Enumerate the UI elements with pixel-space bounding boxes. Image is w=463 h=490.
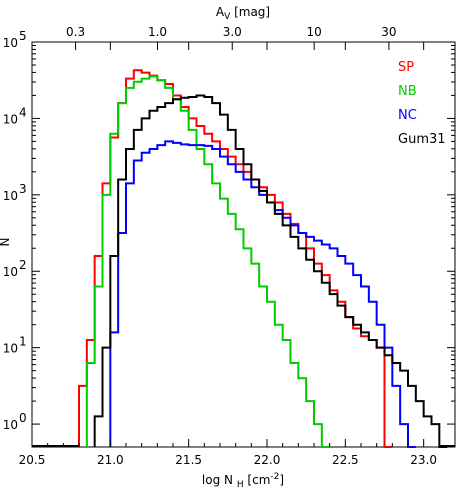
legend-gum31: Gum31 [398,132,446,147]
legend-sp: SP [398,60,414,75]
y-tick-label: 10 [3,189,18,203]
x-tick-label: 23.0 [410,453,437,467]
x-tick-label: 22.5 [332,453,359,467]
legend-nc: NC [398,108,417,123]
y-tick-label: 10 [3,342,18,356]
top-tick-label: 10 [307,25,322,39]
top-tick-label: 1.0 [148,25,167,39]
x-tick-label: 21.0 [97,453,124,467]
x-tick-label: 20.5 [19,453,46,467]
y-tick-label: 10 [3,36,18,50]
series-gum31-line [93,94,448,448]
y-tick-exponent: 5 [19,29,27,43]
series-layer [32,69,455,448]
top-tick-label: 0.3 [66,25,85,39]
x-tick-label: 22.0 [254,453,281,467]
top-tick-label: 30 [381,25,396,39]
x-tick-label: 21.5 [175,453,202,467]
legend: SP NB NC Gum31 [398,60,446,147]
y-tick-exponent: 1 [19,335,27,349]
top-tick-label: 3.0 [223,25,242,39]
y-tick-exponent: 2 [19,258,27,272]
x-axis-title: log N H [cm-2] [202,472,284,490]
series-nb-line [85,75,330,448]
y-tick-exponent: 4 [19,105,27,119]
series-nc-line [109,140,416,448]
plot-frame [31,41,456,448]
y-tick-exponent: 3 [19,182,27,196]
y-tick-label: 10 [3,418,18,432]
top-axis-title: AV [mag] [216,5,270,22]
y-tick-exponent: 0 [19,411,27,425]
legend-nb: NB [398,84,417,99]
y-axis-title: N [0,238,12,247]
y-tick-label: 10 [3,265,18,279]
y-tick-label: 10 [3,112,18,126]
